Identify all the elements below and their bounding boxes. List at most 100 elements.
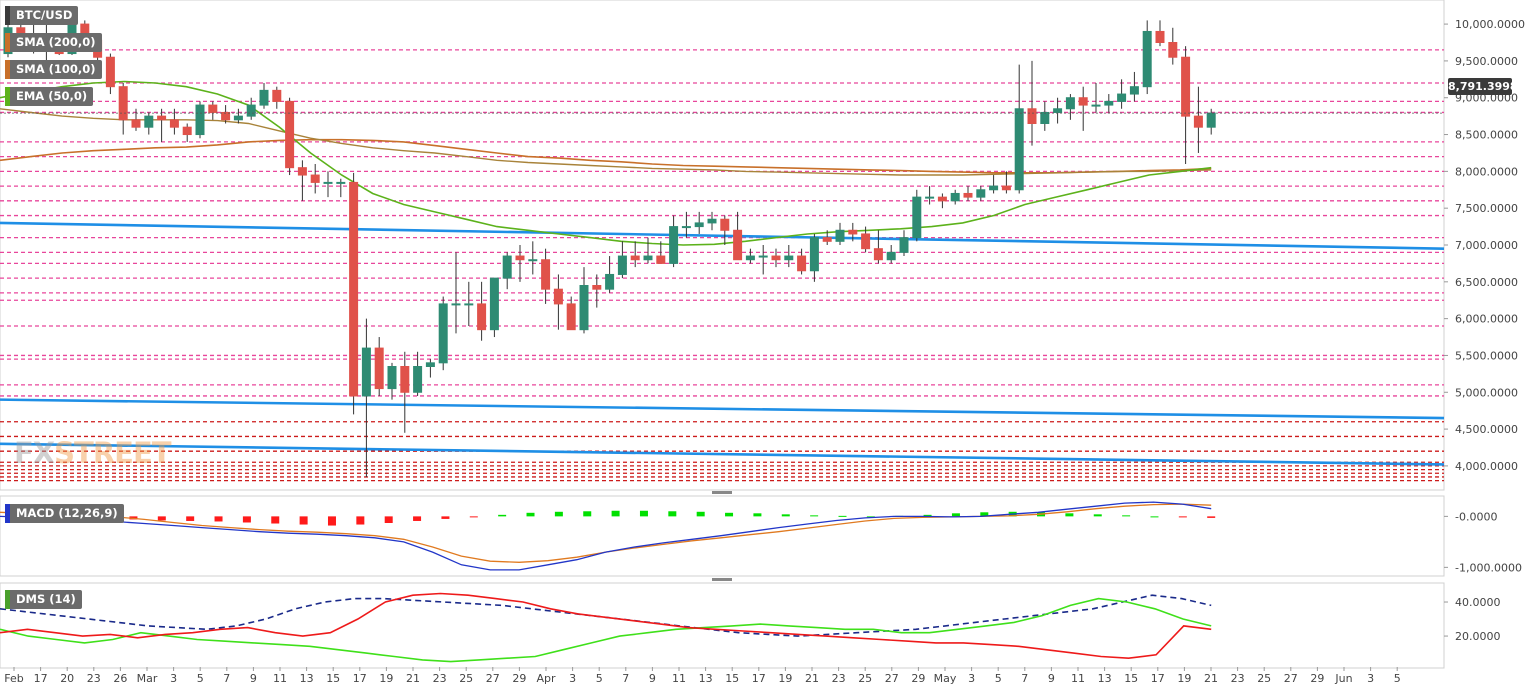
candle-body [720, 218, 730, 231]
macd-histogram-bar [923, 514, 932, 517]
macd-histogram-bar [242, 516, 251, 523]
candle-body [387, 366, 397, 390]
x-tick-label: 29 [911, 672, 925, 685]
candle-body [451, 303, 461, 306]
candle-body [1091, 104, 1101, 107]
candle-body [259, 89, 269, 106]
panel-resize-handle [712, 578, 732, 581]
macd-line [0, 501, 1212, 571]
macd-histogram-bar [810, 515, 819, 517]
candle-body [963, 192, 973, 198]
candle-body [502, 255, 512, 279]
candle-body [861, 233, 871, 250]
x-tick-label: 3 [968, 672, 975, 685]
x-tick-label: 19 [379, 672, 393, 685]
y-tick-label: 5,000.0000 [1455, 386, 1518, 399]
macd-histogram-bar [753, 513, 762, 517]
candle-body [1117, 93, 1127, 102]
x-tick-label: 21 [805, 672, 819, 685]
macd-histogram-bar [1093, 514, 1102, 517]
candle-body [361, 347, 371, 397]
x-tick-label: 9 [250, 672, 257, 685]
candle-body [1142, 30, 1152, 88]
macd-histogram-bar [639, 510, 648, 517]
macd-histogram-bar [186, 516, 195, 521]
candle-body [681, 226, 691, 229]
x-tick-label: 3 [170, 672, 177, 685]
x-tick-label: 7 [1021, 672, 1028, 685]
macd-histogram-bar [1207, 516, 1216, 518]
candle-body [976, 189, 986, 198]
macd-histogram-bar [838, 515, 847, 517]
candle-body [579, 285, 589, 331]
x-tick-label: 5 [596, 672, 603, 685]
candle-body [374, 347, 384, 390]
x-tick-label: 11 [1071, 672, 1085, 685]
x-tick-label: Apr [536, 672, 556, 685]
x-tick-label: 9 [649, 672, 656, 685]
x-tick-label: 29 [512, 672, 526, 685]
candle-body [835, 229, 845, 242]
candle-body [233, 115, 243, 121]
y-tick-label: 7,500.0000 [1455, 202, 1518, 215]
candle-body [694, 222, 704, 228]
y-tick-label: 4,500.0000 [1455, 423, 1518, 436]
candle-body [464, 303, 474, 306]
candle-body [297, 167, 307, 176]
candle-body [515, 255, 525, 261]
candle-body [1155, 30, 1165, 43]
dms-panel [0, 582, 1445, 669]
sma200-label: SMA (200,0) [5, 33, 102, 52]
x-tick-label: 17 [353, 672, 367, 685]
macd-histogram-bar [951, 513, 960, 517]
candle-body [1168, 42, 1178, 58]
candle-body [566, 303, 576, 331]
x-tick-label: 21 [406, 672, 420, 685]
macd-histogram-bar [469, 516, 478, 518]
candle-body [886, 251, 896, 261]
symbol-label: BTC/USD [5, 6, 79, 25]
x-tick-label: 23 [832, 672, 846, 685]
x-tick-label: 23 [87, 672, 101, 685]
y-tick-label: 6,000.0000 [1455, 313, 1518, 326]
candle-body [733, 229, 743, 261]
candle-body [989, 185, 999, 191]
trendline [0, 221, 1445, 250]
candle-body [285, 100, 295, 169]
candle-body [323, 181, 333, 184]
macd-y-tick-label: -1,000.0000 [1455, 561, 1522, 574]
candle-body [771, 255, 781, 261]
macd-histogram-bar [299, 516, 308, 525]
x-tick-label: 13 [300, 672, 314, 685]
macd-histogram-bar [611, 510, 620, 517]
candle-body [272, 89, 282, 102]
candle-body [349, 181, 359, 397]
candle-body [118, 86, 128, 121]
candle-body [925, 196, 935, 199]
candle-body [707, 218, 717, 224]
x-tick-label: 3 [569, 672, 576, 685]
candle-body [669, 226, 679, 264]
candle-body [937, 196, 947, 202]
x-tick-label: 9 [1048, 672, 1055, 685]
candle-body [592, 285, 602, 290]
x-tick-label: 19 [1177, 672, 1191, 685]
macd-histogram-bar [725, 512, 734, 517]
y-tick-label: 9,500.0000 [1455, 55, 1518, 68]
candle-body [643, 255, 653, 261]
candle-body [848, 229, 858, 235]
candle-body [758, 255, 768, 258]
macd-label: MACD (12,26,9) [5, 504, 124, 523]
macd-y-tick-label: -0.0000 [1455, 510, 1497, 523]
x-tick-label: 11 [273, 672, 287, 685]
candle-body [912, 196, 922, 239]
x-tick-label: 29 [1310, 672, 1324, 685]
x-tick-label: 7 [622, 672, 629, 685]
x-tick-label: 21 [1204, 672, 1218, 685]
x-tick-label: 25 [459, 672, 473, 685]
candle-body [157, 115, 167, 121]
x-tick-label: 23 [433, 672, 447, 685]
macd-histogram-bar [781, 514, 790, 517]
x-tick-label: 25 [858, 672, 872, 685]
